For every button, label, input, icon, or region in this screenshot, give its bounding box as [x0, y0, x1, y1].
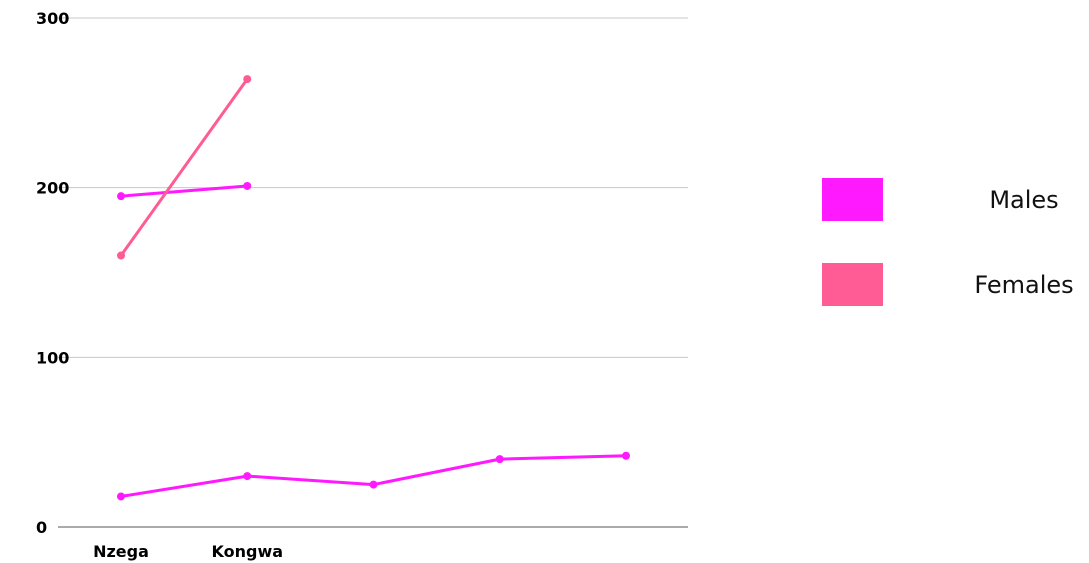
gridlines [58, 17, 688, 528]
legend-swatch [822, 178, 883, 221]
series-males [117, 181, 252, 201]
data-point [495, 455, 504, 464]
legend-swatch [822, 263, 883, 306]
series-line [119, 454, 628, 498]
data-point [243, 472, 252, 481]
series-line [119, 77, 249, 258]
y-tick-label: 300 [36, 9, 69, 28]
series-unlabeled-2 [117, 451, 630, 501]
x-axis-ticks: Nzega Kongwa [93, 542, 283, 561]
y-tick-label: 200 [36, 179, 69, 198]
legend-label: Males [989, 186, 1058, 214]
data-point [369, 480, 378, 489]
x-tick-label: Nzega [93, 542, 149, 561]
y-axis-ticks: 0 100 200 300 [36, 9, 69, 537]
series-line [119, 184, 249, 198]
series-lines [117, 75, 630, 501]
y-tick-label: 0 [36, 518, 47, 537]
x-tick-label: Kongwa [211, 542, 283, 561]
data-point [117, 192, 125, 201]
data-point [117, 251, 125, 260]
y-tick-label: 100 [36, 348, 69, 367]
data-point [243, 181, 252, 190]
legend-label: Females [974, 271, 1073, 299]
data-point [117, 492, 125, 501]
series-females [117, 75, 252, 260]
data-point [243, 75, 252, 84]
data-point [622, 451, 630, 460]
legend: Males Females [822, 178, 1074, 306]
